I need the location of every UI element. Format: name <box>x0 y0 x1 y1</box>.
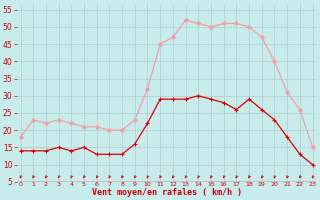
X-axis label: Vent moyen/en rafales ( km/h ): Vent moyen/en rafales ( km/h ) <box>92 188 242 197</box>
